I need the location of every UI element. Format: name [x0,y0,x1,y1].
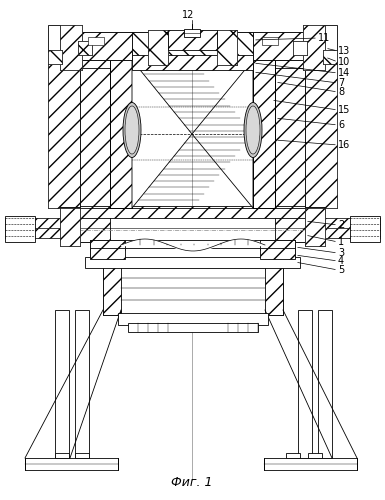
Text: 13: 13 [338,46,350,56]
Polygon shape [305,25,337,208]
Ellipse shape [125,106,139,154]
Bar [48,60,80,208]
Bar [275,60,305,208]
Bar [323,50,337,64]
Bar [308,453,322,458]
Text: 12: 12 [182,10,194,20]
Bar [312,228,380,238]
Bar [88,37,104,45]
Bar [275,207,325,242]
Bar [305,208,325,246]
Bar [103,240,121,315]
Bar [80,60,110,208]
Bar [90,248,295,259]
Bar [303,25,325,70]
Bar [350,216,380,242]
Text: 6: 6 [338,120,344,130]
Bar [286,453,300,458]
Bar [298,310,312,458]
Text: 16: 16 [338,140,350,150]
Bar [90,240,295,250]
Bar [48,50,62,64]
Text: 15: 15 [338,105,350,115]
Bar [184,29,200,37]
Polygon shape [48,25,80,208]
Bar [253,32,305,60]
Bar [5,228,73,238]
Bar [305,208,325,246]
Bar [217,30,237,65]
Bar [5,228,73,238]
Bar [318,310,332,458]
Bar [75,310,89,458]
Bar [128,323,258,332]
Text: 8: 8 [338,87,344,97]
Bar [80,58,305,68]
Bar [60,208,80,246]
Text: 5: 5 [338,265,344,275]
Bar [60,25,82,70]
Bar [303,25,325,70]
Bar [90,240,125,250]
Bar [90,248,125,259]
Bar [305,60,337,208]
Bar [293,41,307,55]
Bar [110,60,132,208]
Bar [217,30,237,65]
Bar [5,218,73,228]
Text: 11: 11 [318,33,330,43]
Bar [48,50,62,64]
Polygon shape [192,60,253,208]
Bar [60,25,82,70]
Ellipse shape [244,102,262,158]
Bar [262,37,278,45]
Bar [148,30,168,65]
Ellipse shape [123,102,141,158]
Bar [85,257,300,268]
Bar [148,30,168,65]
Bar [264,458,357,470]
Text: 3: 3 [338,248,344,258]
Bar [168,30,217,50]
Bar [78,41,92,55]
Bar [55,310,69,458]
Bar [5,216,35,242]
Bar [55,453,69,458]
Text: 2: 2 [338,220,344,230]
Bar [265,240,283,315]
Bar [260,240,295,250]
Bar [118,313,268,325]
Bar [253,60,275,208]
Bar [80,32,132,60]
Bar [260,248,295,259]
Bar [60,208,80,246]
Bar [312,218,380,228]
Bar [323,50,337,64]
Text: 10: 10 [338,57,350,67]
Bar [103,240,283,315]
Text: 7: 7 [338,78,344,88]
Bar [80,206,305,218]
Text: Фиг. 1: Фиг. 1 [171,476,213,490]
Polygon shape [132,60,192,208]
Bar [5,218,73,228]
Bar [75,453,89,458]
Bar [80,32,305,60]
Text: 4: 4 [338,256,344,266]
Text: 1: 1 [338,237,344,247]
Bar [25,458,118,470]
Bar [312,218,380,228]
Text: 14: 14 [338,68,350,78]
Bar [312,228,380,238]
Bar [78,41,92,55]
Bar [132,55,253,70]
Ellipse shape [246,106,260,154]
Bar [132,32,253,60]
Bar [60,207,110,242]
Bar [293,41,307,55]
Bar [60,207,325,242]
